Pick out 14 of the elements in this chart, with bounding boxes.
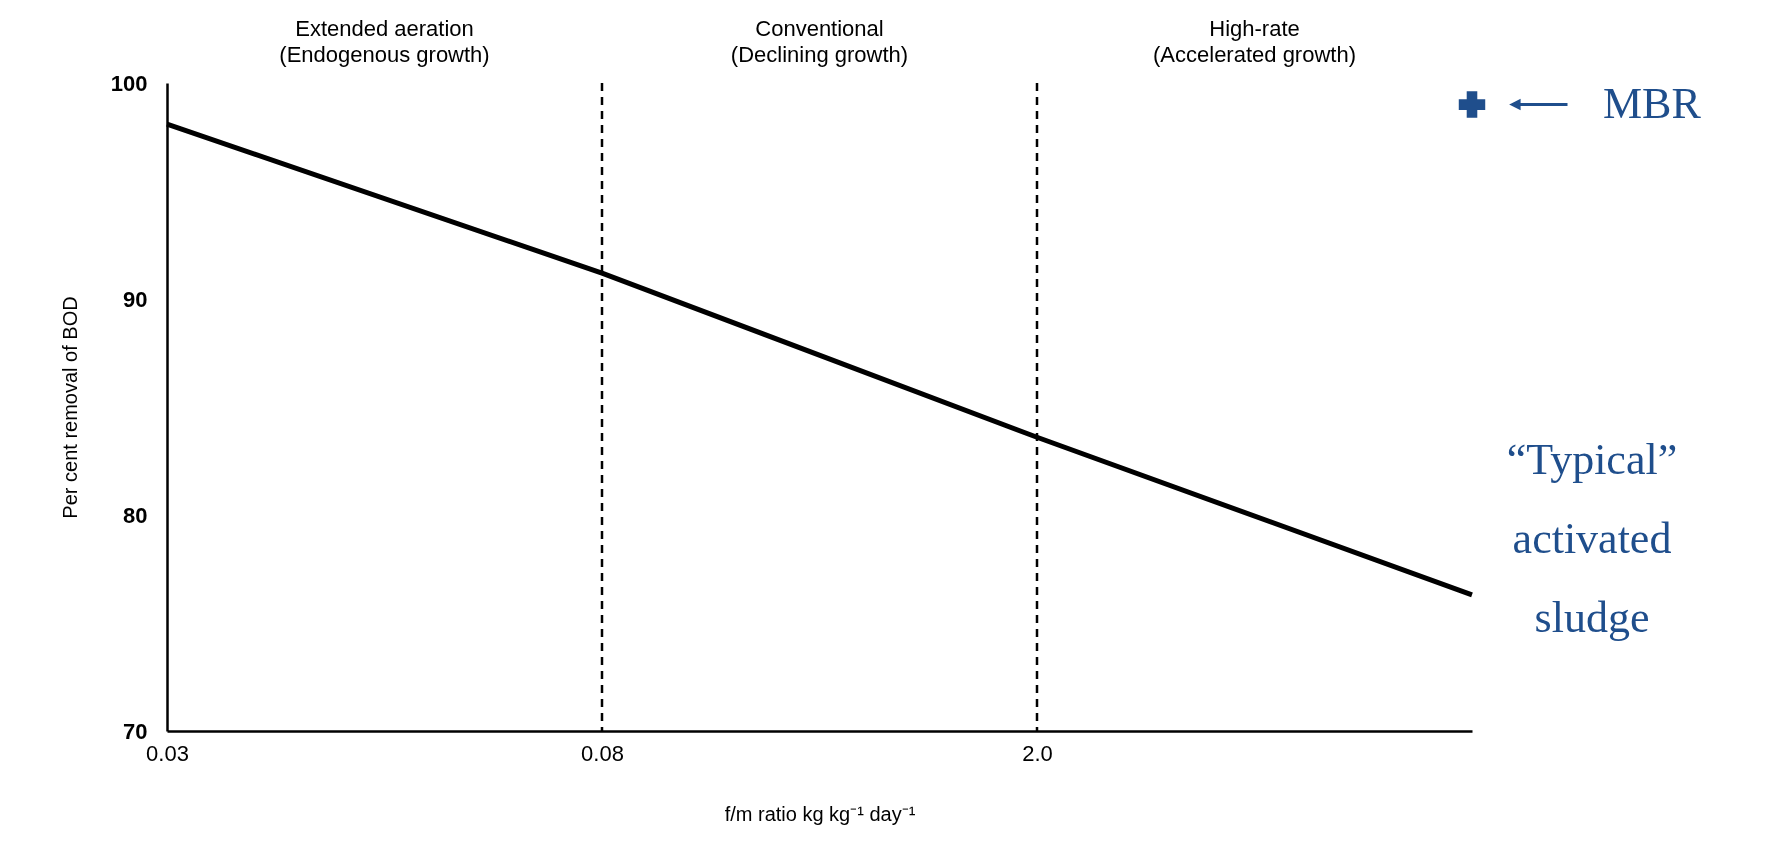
text: High-rate (Accelerated growth): [1153, 16, 1356, 67]
text: Extended aeration (Endogenous growth): [279, 16, 490, 67]
x-tick-label: 0.08: [581, 740, 624, 766]
y-tick-label: 70: [123, 718, 148, 744]
y-tick-label: 90: [123, 286, 148, 312]
y-axis-title: Per cent removal of BOD: [58, 296, 81, 519]
y-tick-label: 100: [110, 70, 148, 96]
x-tick-label: 2.0: [1022, 740, 1053, 766]
text: MBR: [1603, 78, 1702, 128]
text: “Typical” activated sludge: [1506, 435, 1678, 643]
x-axis-title: f/m ratio kg kg⁻¹ day⁻¹: [724, 802, 916, 825]
y-tick-label: 80: [123, 502, 148, 528]
text: Conventional (Declining growth): [730, 16, 909, 67]
x-tick-label: 0.03: [146, 740, 189, 766]
